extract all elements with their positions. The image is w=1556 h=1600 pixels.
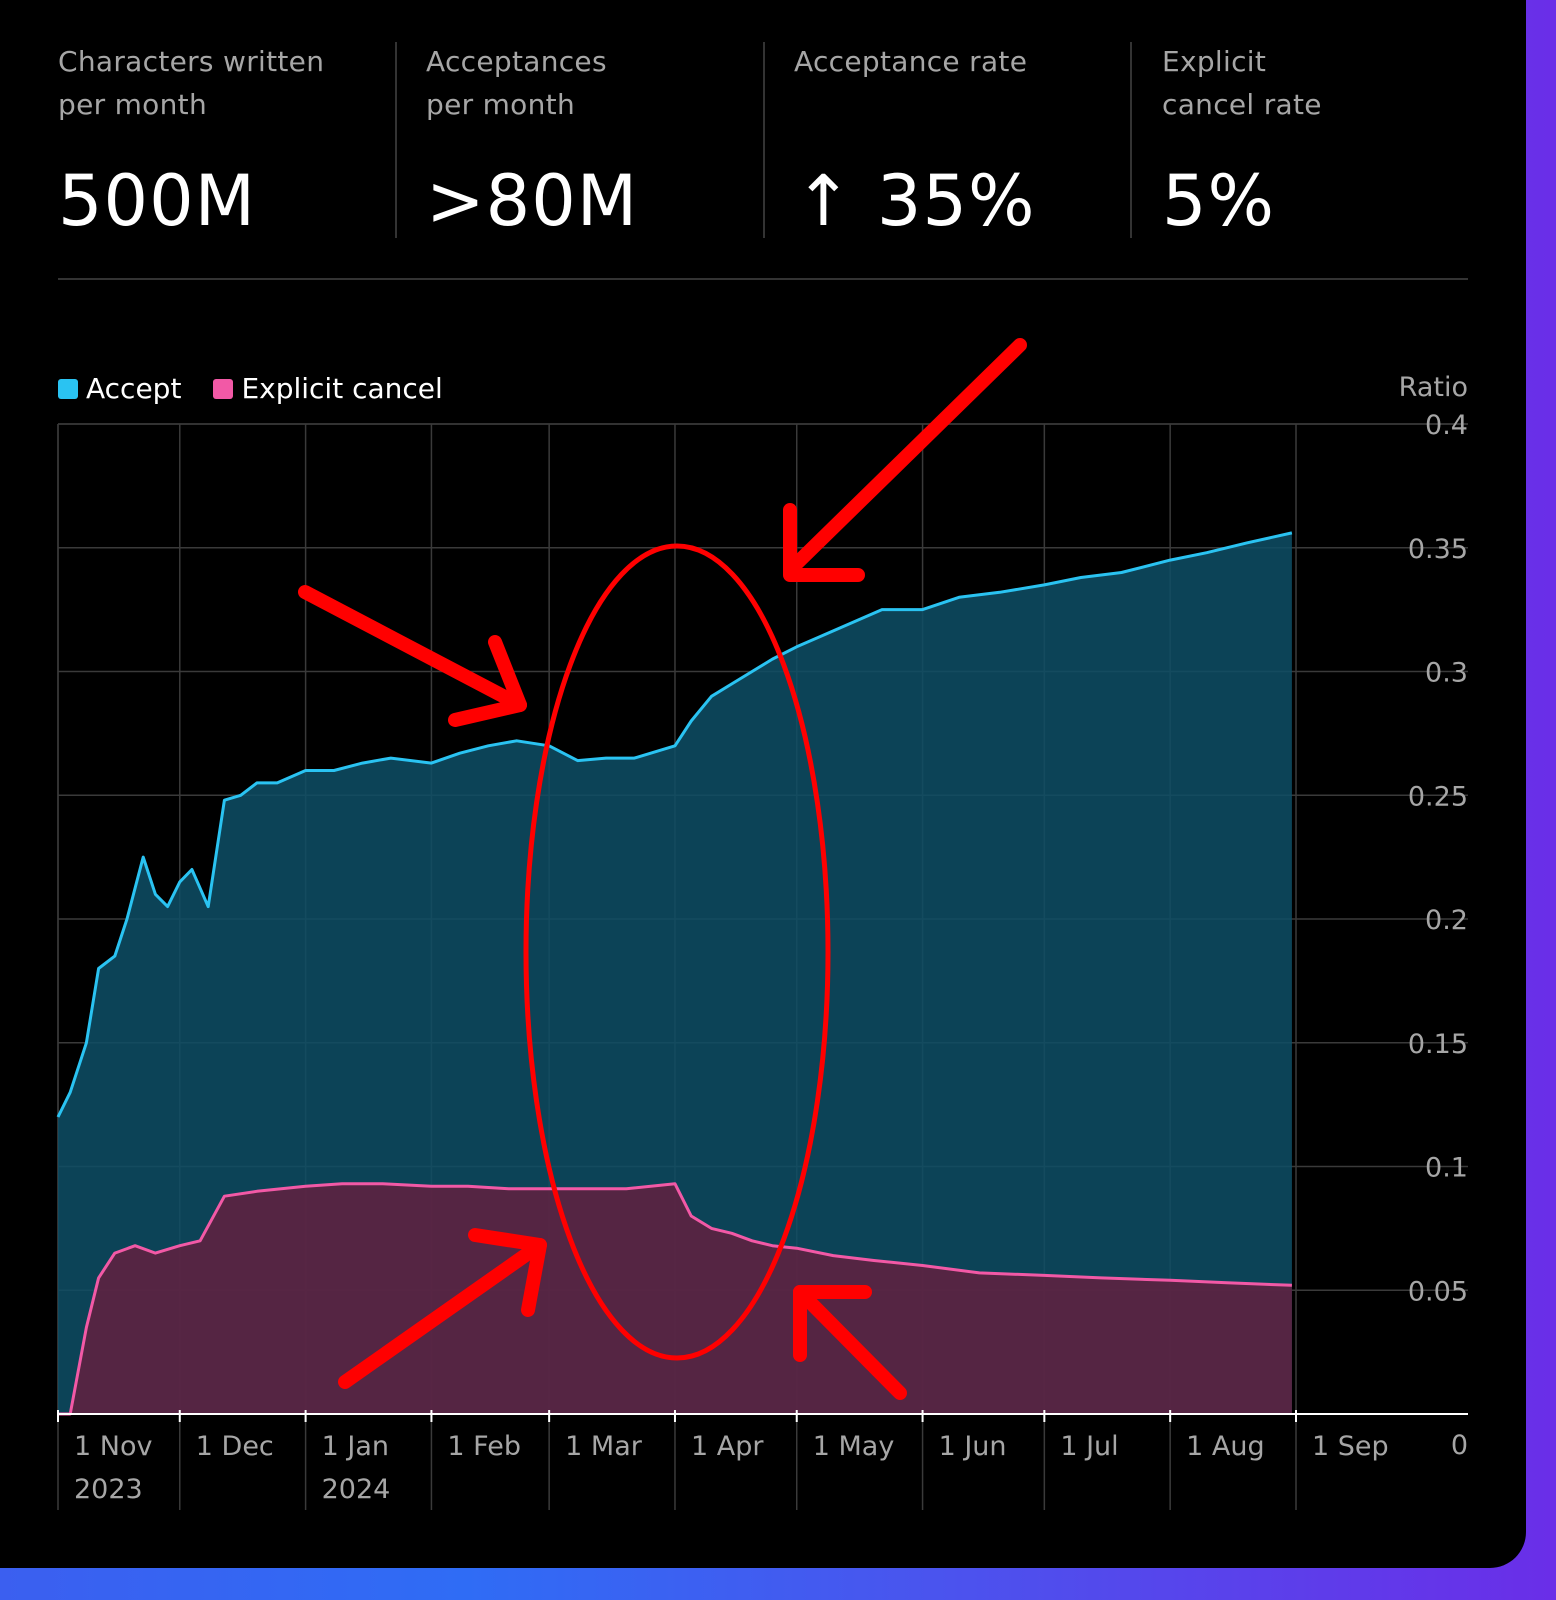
stat-divider bbox=[1130, 42, 1132, 238]
chart-axes: 0 0.05 0.1 0.15 0.2 0.25 0.3 0.35 0.4 1 Nov 2023 1 … bbox=[57, 410, 1468, 1505]
stat-acceptances: Acceptances per month >80M bbox=[426, 40, 756, 242]
legend-label: Accept bbox=[86, 372, 182, 405]
stat-label: Acceptance rate bbox=[794, 45, 1028, 78]
x-tick-label: 1 Dec bbox=[196, 1431, 274, 1462]
x-tick-label: 1 Nov bbox=[74, 1431, 152, 1462]
section-divider bbox=[58, 278, 1468, 280]
y-tick-label: 0.1 bbox=[1425, 1153, 1468, 1184]
chart-areas bbox=[56, 531, 1293, 1416]
x-tick-year-label: 2023 bbox=[74, 1474, 143, 1505]
annotation-arrow bbox=[793, 1285, 907, 1400]
stat-characters-written: Characters written per month 500M bbox=[58, 40, 388, 242]
x-tick-label: 1 Apr bbox=[691, 1431, 764, 1462]
x-tick-label: 1 Aug bbox=[1186, 1431, 1264, 1462]
y-tick-label: 0.35 bbox=[1408, 534, 1468, 565]
accept-series-line bbox=[56, 531, 1293, 1118]
cancel-series-area bbox=[58, 1183, 1292, 1414]
stat-divider bbox=[763, 42, 765, 238]
x-tick-label: 1 Feb bbox=[447, 1431, 521, 1462]
x-tick-label: 1 Jul bbox=[1060, 1431, 1118, 1462]
annotation-layer bbox=[298, 338, 1027, 1400]
stat-value: ↑ 35% bbox=[794, 160, 1036, 242]
stat-acceptance-rate: Acceptance rate ↑ 35% bbox=[794, 40, 1124, 242]
annotation-arrowhead bbox=[783, 503, 865, 582]
legend-item-accept[interactable]: Accept bbox=[58, 372, 181, 405]
legend-swatch-accept bbox=[58, 378, 78, 399]
stat-divider bbox=[395, 42, 397, 238]
stat-value: 500M bbox=[58, 160, 257, 242]
stat-label: Explicit cancel rate bbox=[1162, 45, 1322, 121]
cancel-series-line bbox=[58, 1182, 1292, 1416]
stat-label: Characters written per month bbox=[58, 45, 325, 121]
x-tick-label: 1 Mar bbox=[565, 1431, 643, 1462]
stat-value: >80M bbox=[426, 160, 639, 242]
y-tick-label: 0.15 bbox=[1408, 1029, 1468, 1060]
stat-label: Acceptances per month bbox=[426, 45, 607, 121]
annotation-arrow bbox=[298, 585, 527, 712]
legend-item-explicit-cancel[interactable]: Explicit cancel bbox=[213, 372, 443, 405]
annotation-arrow bbox=[338, 1238, 547, 1389]
y-axis-label: Ratio bbox=[1398, 372, 1468, 403]
annotation-arrow bbox=[783, 338, 1027, 577]
y-tick-label: 0.2 bbox=[1425, 905, 1468, 936]
legend-label: Explicit cancel bbox=[241, 372, 443, 405]
y-tick-label: 0.25 bbox=[1408, 781, 1468, 812]
chart-legend: Accept Explicit cancel bbox=[58, 372, 465, 405]
x-tick-label: 1 Sep bbox=[1312, 1431, 1389, 1462]
area-chart: 0 0.05 0.1 0.15 0.2 0.25 0.3 0.35 0.4 1 Nov 2023 1 … bbox=[56, 338, 1468, 1510]
stat-value: 5% bbox=[1162, 160, 1276, 242]
legend-swatch-cancel bbox=[213, 378, 234, 399]
y-tick-label: 0 bbox=[1451, 1430, 1468, 1461]
y-tick-label: 0.4 bbox=[1425, 410, 1468, 441]
x-tick-label: 1 May bbox=[813, 1431, 895, 1462]
annotation-arrowhead bbox=[448, 635, 527, 727]
dashboard-card: Characters written per month 500M Accept… bbox=[0, 0, 1526, 1568]
y-tick-label: 0.3 bbox=[1425, 658, 1468, 689]
annotation-ellipse bbox=[523, 543, 831, 1361]
x-tick-label: 1 Jan bbox=[322, 1431, 389, 1462]
annotation-arrowhead bbox=[468, 1228, 547, 1317]
stat-cancel-rate: Explicit cancel rate 5% bbox=[1162, 40, 1492, 242]
y-tick-label: 0.05 bbox=[1408, 1276, 1468, 1307]
x-tick-label: 1 Jun bbox=[939, 1431, 1007, 1462]
x-tick-year-label: 2024 bbox=[322, 1474, 391, 1505]
annotation-arrowhead bbox=[793, 1285, 872, 1362]
